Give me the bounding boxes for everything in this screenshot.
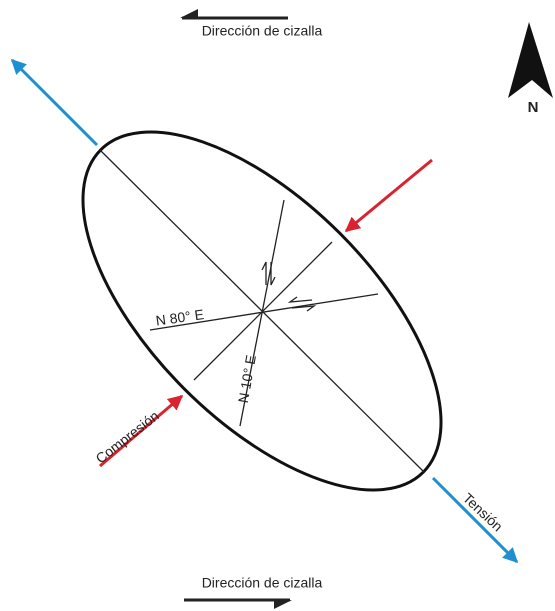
plane-label-b: N 10° E (235, 354, 259, 404)
tension-arrow (431, 476, 519, 564)
tension-arrow (10, 58, 99, 147)
shear-label-top: Dirección de cizalla (202, 23, 323, 39)
shear-arrow-top (180, 9, 288, 20)
strain-ellipse (81, 130, 443, 492)
ellipse-lines (99, 149, 425, 473)
north-arrow (508, 22, 553, 98)
compression-label: Compresión (93, 407, 162, 466)
compression-arrow (344, 158, 433, 233)
compression-arrow (99, 394, 184, 468)
plane-label-a: N 80° E (155, 306, 205, 329)
north-label: N (528, 99, 539, 116)
shear-arrow-bottom (184, 598, 292, 609)
shear-label-bottom: Dirección de cizalla (202, 575, 323, 591)
